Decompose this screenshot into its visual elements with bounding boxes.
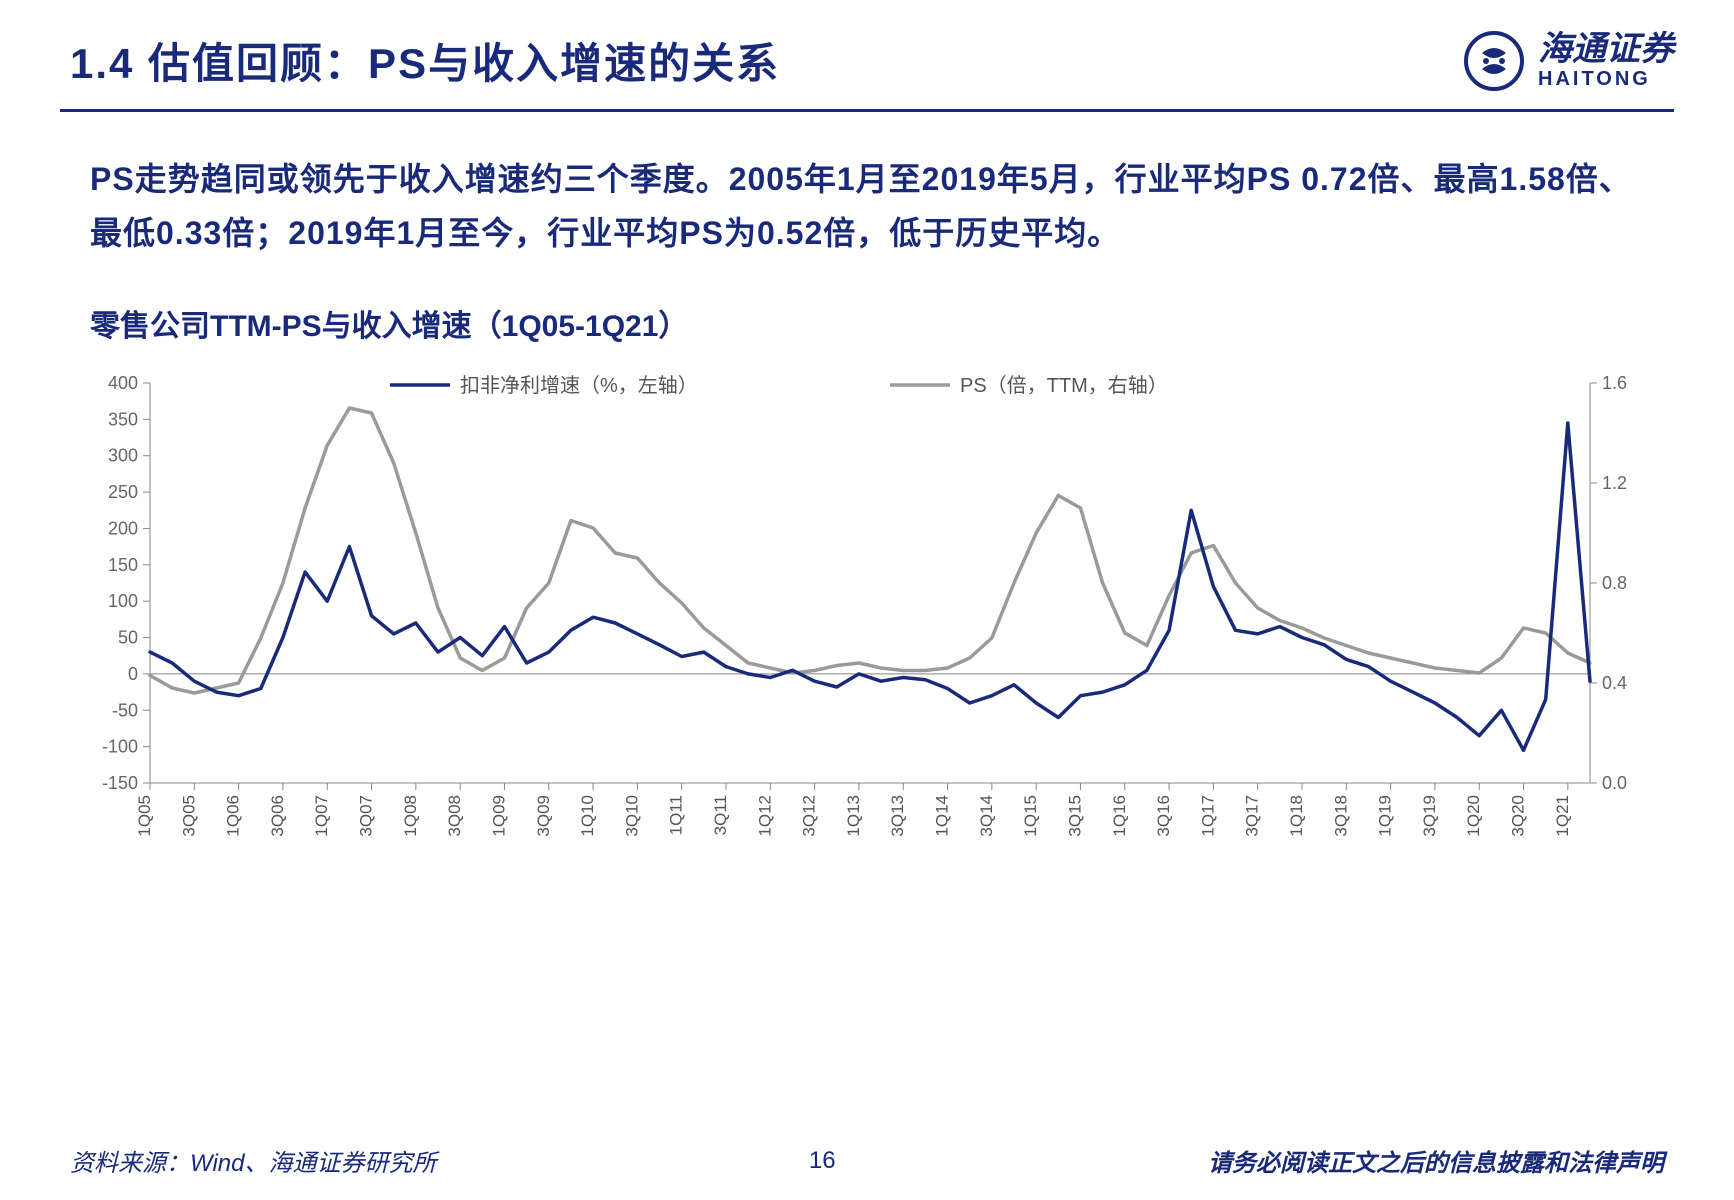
slide-title: 1.4 估值回顾：PS与收入增速的关系 [70,30,780,91]
svg-text:50: 50 [118,627,138,647]
svg-text:3Q19: 3Q19 [1420,795,1439,837]
svg-text:3Q07: 3Q07 [357,795,376,837]
company-logo-text: 海通证券 HAITONG [1538,31,1674,90]
svg-text:300: 300 [108,446,138,466]
svg-text:1Q09: 1Q09 [489,795,508,837]
svg-text:1Q05: 1Q05 [135,795,154,837]
svg-text:3Q17: 3Q17 [1243,795,1262,837]
body-paragraph: PS走势趋同或领先于收入增速约三个季度。2005年1月至2019年5月，行业平均… [0,112,1734,271]
slide-footer: 资料来源：Wind、海通证券研究所 16 请务必阅读正文之后的信息披露和法律声明 [0,1143,1734,1178]
svg-text:250: 250 [108,482,138,502]
svg-text:1Q13: 1Q13 [844,795,863,837]
svg-text:3Q11: 3Q11 [711,795,730,835]
svg-text:200: 200 [108,518,138,538]
slide-header: 1.4 估值回顾：PS与收入增速的关系 海通证券 HAITONG [0,0,1734,101]
svg-text:-150: -150 [102,773,138,793]
chart-container: -150 -100 -50 0 50 100 150 200 250 300 350 400 0.0 0.… [0,363,1734,888]
svg-text:3Q20: 3Q20 [1509,795,1528,837]
svg-text:扣非净利增速（%，左轴）: 扣非净利增速（%，左轴） [460,374,698,397]
svg-text:1Q07: 1Q07 [312,795,331,837]
haitong-logo-icon [1464,31,1524,91]
svg-text:3Q15: 3Q15 [1065,795,1084,837]
svg-text:1Q10: 1Q10 [578,795,597,837]
footer-disclaimer: 请务必阅读正文之后的信息披露和法律声明 [1208,1143,1664,1178]
svg-text:350: 350 [108,409,138,429]
dual-axis-line-chart: -150 -100 -50 0 50 100 150 200 250 300 350 400 0.0 0.… [80,363,1660,883]
svg-text:100: 100 [108,591,138,611]
svg-text:1Q14: 1Q14 [933,795,952,837]
svg-text:1Q20: 1Q20 [1464,795,1483,837]
svg-text:0: 0 [128,664,138,684]
company-logo: 海通证券 HAITONG [1464,31,1674,91]
svg-text:3Q16: 3Q16 [1154,795,1173,837]
logo-name-en: HAITONG [1538,68,1674,90]
svg-text:1Q16: 1Q16 [1110,795,1129,837]
logo-name-cn: 海通证券 [1538,31,1674,68]
page-number: 16 [809,1147,836,1175]
svg-text:3Q12: 3Q12 [800,795,819,837]
svg-text:1.6: 1.6 [1602,373,1627,393]
svg-text:1Q21: 1Q21 [1553,795,1572,837]
svg-text:PS（倍，TTM，右轴）: PS（倍，TTM，右轴） [960,374,1168,397]
svg-text:1Q15: 1Q15 [1021,795,1040,837]
svg-text:3Q14: 3Q14 [977,795,996,837]
footer-source: 资料来源：Wind、海通证券研究所 [70,1143,436,1178]
svg-text:-50: -50 [112,700,138,720]
svg-text:3Q09: 3Q09 [534,795,553,837]
svg-text:3Q08: 3Q08 [445,795,464,837]
svg-text:0.8: 0.8 [1602,573,1627,593]
svg-text:1Q11: 1Q11 [667,795,686,835]
svg-text:-100: -100 [102,736,138,756]
svg-text:1.2: 1.2 [1602,473,1627,493]
svg-text:1Q17: 1Q17 [1198,795,1217,837]
svg-text:3Q06: 3Q06 [268,795,287,837]
svg-text:1Q08: 1Q08 [401,795,420,837]
svg-text:3Q13: 3Q13 [888,795,907,837]
svg-text:1Q12: 1Q12 [755,795,774,837]
svg-text:1Q18: 1Q18 [1287,795,1306,837]
svg-text:400: 400 [108,373,138,393]
svg-text:0.0: 0.0 [1602,773,1627,793]
svg-text:3Q18: 3Q18 [1331,795,1350,837]
svg-text:3Q05: 3Q05 [179,795,198,837]
chart-title: 零售公司TTM-PS与收入增速（1Q05-1Q21） [0,271,1734,363]
svg-text:1Q19: 1Q19 [1376,795,1395,837]
svg-text:0.4: 0.4 [1602,673,1627,693]
svg-text:3Q10: 3Q10 [622,795,641,837]
svg-text:1Q06: 1Q06 [224,795,243,837]
svg-text:150: 150 [108,555,138,575]
